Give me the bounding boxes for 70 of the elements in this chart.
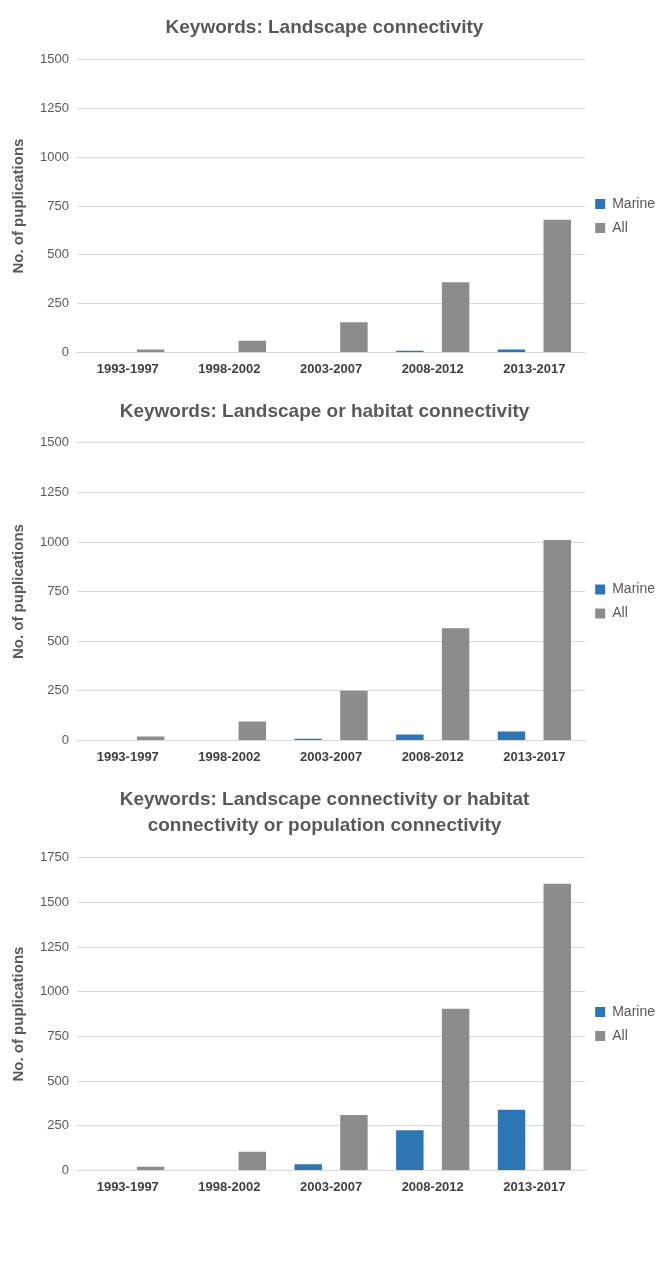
bar — [543, 883, 571, 1170]
bar — [543, 540, 571, 741]
y-tick-label: 0 — [61, 1161, 69, 1177]
y-tick-label: 1500 — [40, 434, 69, 450]
legend-label: All — [612, 604, 628, 621]
bar — [340, 691, 368, 741]
bar — [396, 734, 424, 741]
x-tick-label: 1998-2002 — [198, 360, 261, 376]
y-tick-label: 250 — [47, 294, 69, 310]
y-tick-label: 1000 — [40, 148, 69, 164]
x-tick-label: 1998-2002 — [198, 1178, 261, 1194]
x-tick-label: 2013-2017 — [503, 749, 566, 765]
x-tick-label: 2003-2007 — [299, 360, 363, 376]
bar — [238, 1151, 266, 1170]
bar — [136, 1166, 165, 1170]
bar — [294, 1163, 322, 1170]
y-tick-label: 1000 — [40, 982, 69, 998]
x-tick-label: 2013-2017 — [503, 1178, 566, 1194]
chart-title: Keywords: Landscape connectivity — [164, 15, 485, 39]
x-tick-label: 1993-1997 — [96, 749, 159, 765]
x-tick-label: 2008-2012 — [401, 360, 464, 376]
legend-label: All — [612, 218, 628, 235]
x-tick-label: 2008-2012 — [401, 1178, 464, 1194]
y-tick-label: 750 — [47, 1027, 69, 1043]
y-tick-label: 1250 — [40, 484, 69, 500]
y-tick-label: 1500 — [40, 893, 69, 909]
y-axis-title: No. of puplications — [9, 138, 27, 274]
bar — [136, 349, 165, 352]
x-tick-label: 1993-1997 — [96, 1178, 159, 1194]
legend-label: Marine — [612, 580, 656, 597]
bar — [543, 219, 571, 352]
bar — [441, 1008, 470, 1170]
y-tick-label: 500 — [47, 246, 69, 262]
y-tick-label: 1750 — [40, 848, 69, 864]
x-tick-label: 2003-2007 — [299, 749, 363, 765]
bar — [238, 721, 266, 741]
y-tick-label: 500 — [47, 633, 69, 649]
y-tick-label: 1250 — [40, 938, 69, 954]
x-tick-label: 2013-2017 — [503, 360, 566, 376]
bar — [441, 281, 470, 352]
y-tick-label: 0 — [61, 732, 69, 748]
y-tick-label: 1000 — [40, 533, 69, 549]
y-axis-title: No. of puplications — [9, 946, 27, 1082]
chart-title: Keywords: Landscape or habitat connectivity — [118, 398, 531, 423]
y-tick-label: 250 — [47, 682, 69, 698]
y-tick-label: 750 — [47, 583, 69, 599]
y-tick-label: 750 — [47, 197, 69, 213]
x-tick-label: 1993-1997 — [96, 360, 159, 376]
y-tick-label: 500 — [47, 1072, 69, 1088]
y-tick-label: 0 — [61, 343, 69, 359]
bar — [396, 1129, 424, 1170]
bar — [136, 736, 165, 741]
bar — [497, 731, 526, 741]
legend-label: All — [612, 1026, 628, 1043]
x-tick-label: 2003-2007 — [299, 1178, 363, 1194]
bar — [441, 628, 470, 741]
x-tick-label: 2008-2012 — [401, 749, 464, 765]
bar — [340, 1114, 368, 1170]
y-tick-label: 1500 — [40, 51, 69, 67]
chart-title: Keywords: Landscape connectivity or habitat connectivity or population connectivity — [118, 787, 531, 837]
bar — [340, 321, 368, 352]
bar — [497, 349, 526, 352]
legend-label: Marine — [612, 194, 656, 211]
y-tick-label: 250 — [47, 1116, 69, 1132]
x-tick-label: 1998-2002 — [198, 749, 261, 765]
y-tick-label: 1250 — [40, 99, 69, 115]
bar — [497, 1109, 526, 1170]
legend-label: Marine — [612, 1002, 656, 1019]
bar — [238, 340, 266, 352]
y-axis-title: No. of puplications — [9, 524, 27, 660]
